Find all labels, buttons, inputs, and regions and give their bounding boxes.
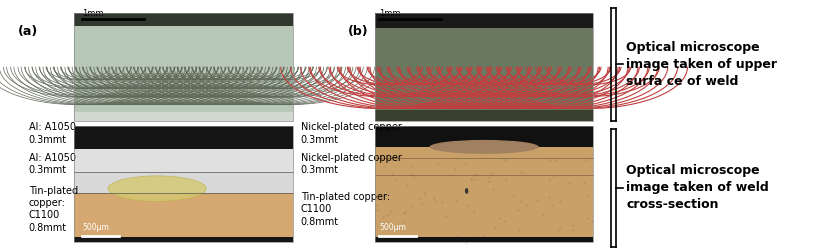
Bar — [74, 126, 293, 149]
Bar — [74, 112, 293, 121]
Bar — [74, 237, 293, 242]
Text: (b): (b) — [348, 25, 368, 38]
Bar — [74, 13, 293, 121]
Text: 500μm: 500μm — [379, 223, 406, 232]
Text: Optical microscope
image taken of weld
cross-section: Optical microscope image taken of weld c… — [626, 164, 769, 211]
Bar — [375, 237, 593, 242]
Text: Nickel-plated copper
0.3mmt: Nickel-plated copper 0.3mmt — [301, 122, 401, 145]
Bar — [375, 126, 593, 242]
Ellipse shape — [465, 188, 468, 194]
Text: 1mm: 1mm — [379, 9, 400, 18]
Text: 500μm: 500μm — [82, 223, 110, 232]
Text: Al: A1050
0.3mmt: Al: A1050 0.3mmt — [29, 153, 76, 175]
Text: 1mm: 1mm — [82, 9, 104, 18]
Bar — [74, 193, 293, 242]
Bar — [375, 110, 593, 121]
Ellipse shape — [108, 176, 206, 201]
Ellipse shape — [429, 140, 539, 154]
Bar — [375, 13, 593, 121]
Text: Tin-plated copper:
C1100
0.8mmt: Tin-plated copper: C1100 0.8mmt — [301, 192, 390, 227]
Bar — [74, 172, 293, 193]
Text: Al: A1050
0.3mmt: Al: A1050 0.3mmt — [29, 122, 76, 145]
Text: (a): (a) — [18, 25, 39, 38]
Bar — [375, 13, 593, 28]
Bar — [375, 126, 593, 147]
Bar — [74, 149, 293, 172]
Bar — [74, 13, 293, 121]
Text: Nickel-plated copper
0.3mmt: Nickel-plated copper 0.3mmt — [301, 153, 401, 175]
Bar — [375, 147, 593, 242]
Bar — [74, 13, 293, 26]
Text: Tin-plated
copper:
C1100
0.8mmt: Tin-plated copper: C1100 0.8mmt — [29, 185, 78, 233]
Text: Optical microscope
image taken of upper
surfa ce of weld: Optical microscope image taken of upper … — [626, 41, 777, 88]
Bar — [74, 126, 293, 242]
Bar — [375, 13, 593, 121]
